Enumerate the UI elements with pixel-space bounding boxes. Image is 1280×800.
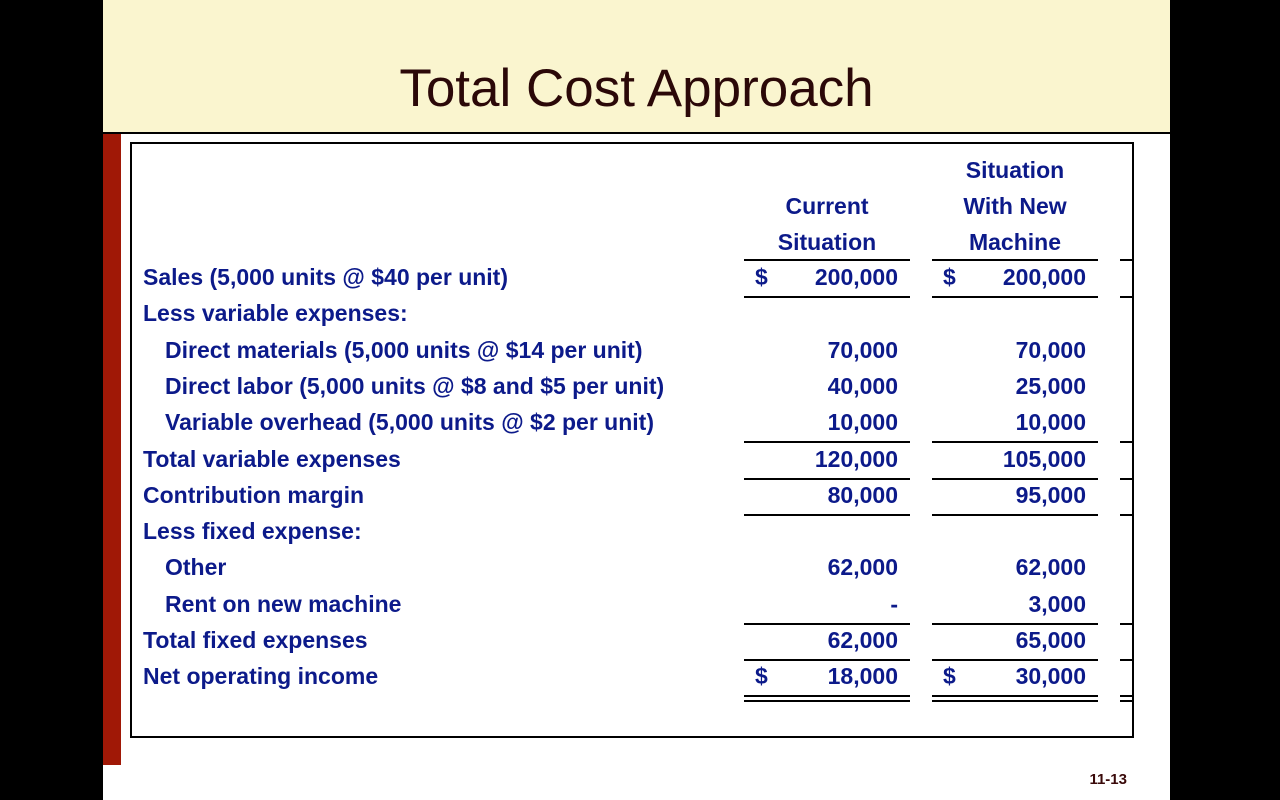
col1-value: - [890, 590, 898, 617]
row-label: Contribution margin [143, 481, 365, 508]
row-label: Direct labor (5,000 units @ $8 and $5 pe… [165, 372, 665, 399]
row-rule-double [932, 700, 1098, 702]
col2-value: 3,000 [1028, 590, 1086, 617]
row-label: Sales (5,000 units @ $40 per unit) [143, 264, 509, 290]
row-rule [744, 623, 910, 625]
col2-value: 62,000 [1015, 554, 1086, 581]
slide-title: Total Cost Approach [399, 59, 874, 118]
row-rule [744, 296, 910, 298]
row-label: Total fixed expenses [143, 627, 368, 653]
col2-value: 95,000 [1015, 481, 1086, 508]
row-label: Direct materials (5,000 units @ $14 per … [165, 336, 643, 363]
row-rule [1120, 296, 1132, 298]
row-label: Other [165, 554, 227, 581]
row-rule [1120, 478, 1132, 480]
header-col2-line: Machine [968, 229, 1062, 255]
col1-value: 10,000 [827, 409, 898, 436]
col2-value: 70,000 [1015, 336, 1086, 363]
header-col1-line: Situation [777, 229, 877, 255]
row-rule [1120, 695, 1132, 697]
header-col1-line: Current [785, 193, 869, 219]
row-label: Total variable expenses [143, 445, 401, 472]
row-rule [744, 514, 910, 516]
row-rule [1120, 623, 1132, 625]
row-rule [932, 695, 1098, 697]
row-rule [932, 659, 1098, 661]
col2-value: 65,000 [1015, 627, 1086, 653]
row-label: Variable overhead (5,000 units @ $2 per … [165, 409, 654, 436]
row-rule [1120, 441, 1132, 443]
title-band: Total Cost Approach [103, 0, 1170, 134]
row-rule [744, 659, 910, 661]
row-label: Net operating income [143, 663, 379, 690]
accent-bar [103, 134, 121, 765]
col1-value: 62,000 [827, 554, 898, 581]
col2-value: 105,000 [1002, 445, 1086, 472]
header-col2-line: With New [963, 193, 1067, 219]
header-rule [744, 259, 910, 261]
row-label: Less fixed expense: [143, 518, 362, 545]
header-rule-stub [1120, 259, 1132, 261]
col2-dollar-sign: $ [943, 663, 956, 690]
row-rule-double [1120, 700, 1132, 702]
col1-dollar-sign: $ [755, 264, 768, 290]
row-rule [744, 478, 910, 480]
header-rule [932, 259, 1098, 261]
row-label: Rent on new machine [165, 590, 402, 617]
col2-value: 30,000 [1015, 663, 1086, 690]
col1-value: 18,000 [827, 663, 898, 690]
row-rule [932, 478, 1098, 480]
col1-value: 40,000 [827, 372, 898, 399]
col1-value: 80,000 [827, 481, 898, 508]
row-rule [744, 695, 910, 697]
statement-table-frame [130, 142, 1134, 738]
row-rule [1120, 659, 1132, 661]
col1-value: 62,000 [827, 627, 898, 653]
row-label: Less variable expenses: [143, 300, 408, 327]
col1-dollar-sign: $ [755, 663, 768, 690]
row-rule [932, 514, 1098, 516]
row-rule-double [744, 700, 910, 702]
col1-value: 70,000 [827, 336, 898, 363]
row-rule [1120, 514, 1132, 516]
col1-value: 200,000 [814, 264, 898, 290]
col1-value: 120,000 [814, 445, 898, 472]
row-rule [932, 623, 1098, 625]
row-rule [932, 441, 1098, 443]
col2-value: 200,000 [1002, 264, 1086, 290]
slide: Total Cost Approach Current Situation Situ… [103, 0, 1170, 800]
row-rule [932, 296, 1098, 298]
col2-value: 10,000 [1015, 409, 1086, 436]
col2-dollar-sign: $ [943, 264, 956, 290]
col2-value: 25,000 [1015, 372, 1086, 399]
page-number: 11-13 [1089, 771, 1127, 788]
header-col2-line: Situation [965, 157, 1065, 183]
row-rule [744, 441, 910, 443]
